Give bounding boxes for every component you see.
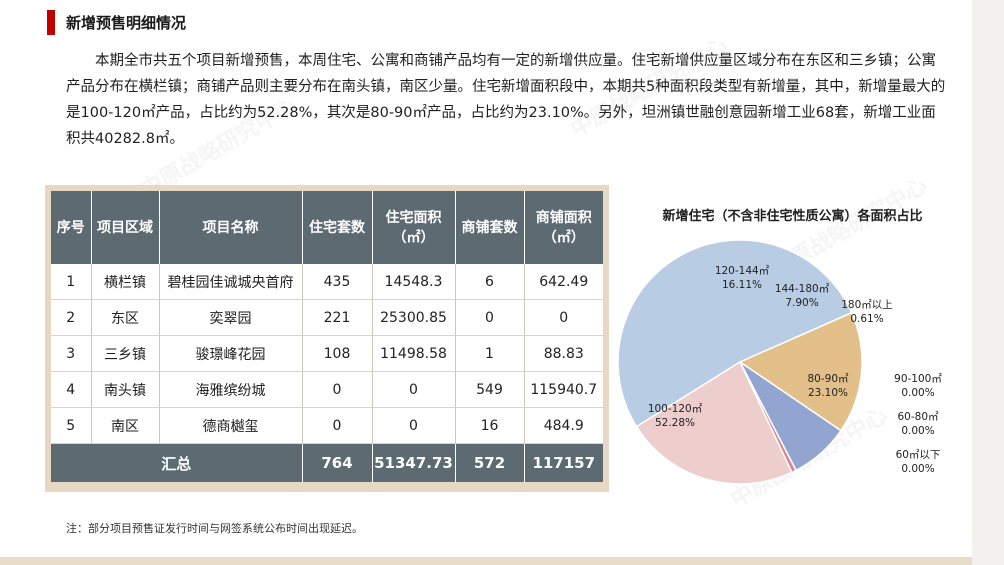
table-row: 2 东区 奕翠园 221 25300.85 0 0: [51, 299, 603, 336]
total-res-units: 764: [302, 443, 373, 482]
section-title: 新增预售明细情况: [66, 14, 187, 32]
cell-shop-area: 642.49: [524, 264, 603, 300]
pie-slice: [617, 239, 853, 428]
cell-area: 三乡镇: [91, 335, 160, 372]
pie-slice-value: 52.28%: [655, 417, 695, 429]
header-res-area: 住宅面积（㎡）: [372, 191, 456, 264]
cell-project: 骏璟峰花园: [159, 335, 303, 372]
footnote: 注：部分项目预售证发行时间与网签系统公布时间出现延迟。: [66, 522, 363, 535]
cell-res-area: 14548.3: [372, 264, 456, 300]
cell-index: 4: [51, 371, 92, 408]
pie-slice-label: 90-100㎡: [894, 373, 942, 385]
cell-shop-units: 6: [455, 264, 525, 300]
total-label: 汇总: [51, 443, 303, 482]
cell-area: 南头镇: [91, 371, 160, 408]
pie-slice-label: 120-144㎡: [715, 265, 770, 277]
cell-shop-area: 115940.7: [524, 371, 603, 408]
watermark: 中原战略研究中心: [726, 403, 892, 513]
cell-project: 德商樾玺: [159, 407, 303, 444]
pie-slice-value: 0.00%: [901, 425, 934, 437]
pie-slice-label: 60㎡以下: [896, 449, 941, 461]
cell-shop-area: 0: [524, 299, 603, 336]
cell-shop-area: 88.83: [524, 335, 603, 372]
bottom-margin-band: [0, 557, 972, 565]
pie-slice-label: 180㎡以上: [841, 299, 893, 311]
pie-slice-value: 23.10%: [808, 387, 848, 399]
cell-shop-units: 549: [455, 371, 525, 408]
cell-project: 海雅缤纷城: [159, 371, 303, 408]
cell-res-units: 221: [302, 299, 373, 336]
table-total-row: 汇总 764 51347.73 572 117157: [51, 443, 603, 482]
cell-shop-area: 484.9: [524, 407, 603, 444]
cell-res-area: 0: [372, 407, 456, 444]
cell-project: 碧桂园佳诚城央首府: [159, 264, 303, 300]
cell-res-units: 108: [302, 335, 373, 372]
cell-index: 5: [51, 407, 92, 444]
cell-index: 1: [51, 264, 92, 300]
cell-area: 南区: [91, 407, 160, 444]
presale-table: 序号 项目区域 项目名称 住宅套数 住宅面积（㎡） 商铺套数 商铺面积（㎡） 1…: [51, 191, 603, 482]
header-project: 项目名称: [159, 191, 303, 264]
watermark: 中原战略研究中心: [766, 173, 932, 283]
cell-res-units: 0: [302, 371, 373, 408]
cell-res-units: 0: [302, 407, 373, 444]
table-row: 3 三乡镇 骏璟峰花园 108 11498.58 1 88.83: [51, 335, 603, 372]
total-res-area: 51347.73: [372, 443, 456, 482]
right-margin-band: [972, 0, 1004, 565]
cell-index: 2: [51, 299, 92, 336]
table-header-row: 序号 项目区域 项目名称 住宅套数 住宅面积（㎡） 商铺套数 商铺面积（㎡）: [51, 191, 603, 264]
intro-paragraph: 本期全市共五个项目新增预售，本周住宅、公寓和商铺产品均有一定的新增供应量。住宅新…: [66, 48, 946, 152]
cell-res-area: 11498.58: [372, 335, 456, 372]
pie-slice-label: 100-120㎡: [648, 403, 703, 415]
pie-slice: [738, 311, 863, 432]
cell-shop-units: 1: [455, 335, 525, 372]
chart-title: 新增住宅（不含非住宅性质公寓）各面积占比: [662, 209, 923, 224]
pie-slice-value: 0.61%: [850, 313, 883, 325]
cell-shop-units: 16: [455, 407, 525, 444]
cell-index: 3: [51, 335, 92, 372]
total-shop-units: 572: [455, 443, 525, 482]
pie-slice-value: 7.90%: [785, 297, 818, 309]
table-row: 4 南头镇 海雅缤纷城 0 0 549 115940.7: [51, 371, 603, 408]
presale-table-frame: 序号 项目区域 项目名称 住宅套数 住宅面积（㎡） 商铺套数 商铺面积（㎡） 1…: [45, 185, 609, 492]
cell-res-area: 0: [372, 371, 456, 408]
cell-res-units: 435: [302, 264, 373, 300]
cell-res-area: 25300.85: [372, 299, 456, 336]
table-row: 1 横栏镇 碧桂园佳诚城央首府 435 14548.3 6 642.49: [51, 264, 603, 300]
header-shop-units: 商铺套数: [455, 191, 525, 264]
section-marker: [47, 10, 55, 35]
header-shop-area: 商铺面积（㎡）: [524, 191, 603, 264]
pie-slice-value: 0.00%: [901, 463, 934, 475]
pie-slice-value: 16.11%: [722, 279, 762, 291]
header-res-units: 住宅套数: [302, 191, 373, 264]
cell-shop-units: 0: [455, 299, 525, 336]
pie-slice-value: 0.00%: [901, 387, 934, 399]
header-index: 序号: [51, 191, 92, 264]
table-row: 5 南区 德商樾玺 0 0 16 484.9: [51, 407, 603, 444]
total-shop-area: 117157: [524, 443, 603, 482]
pie-slice-label: 60-80㎡: [897, 411, 939, 423]
cell-project: 奕翠园: [159, 299, 303, 336]
cell-area: 东区: [91, 299, 160, 336]
header-area: 项目区域: [91, 191, 160, 264]
intro-text: 本期全市共五个项目新增预售，本周住宅、公寓和商铺产品均有一定的新增供应量。住宅新…: [66, 53, 946, 147]
cell-area: 横栏镇: [91, 264, 160, 300]
pie-slice-label: 80-90㎡: [807, 373, 849, 385]
pie-slice-label: 144-180㎡: [775, 283, 830, 295]
